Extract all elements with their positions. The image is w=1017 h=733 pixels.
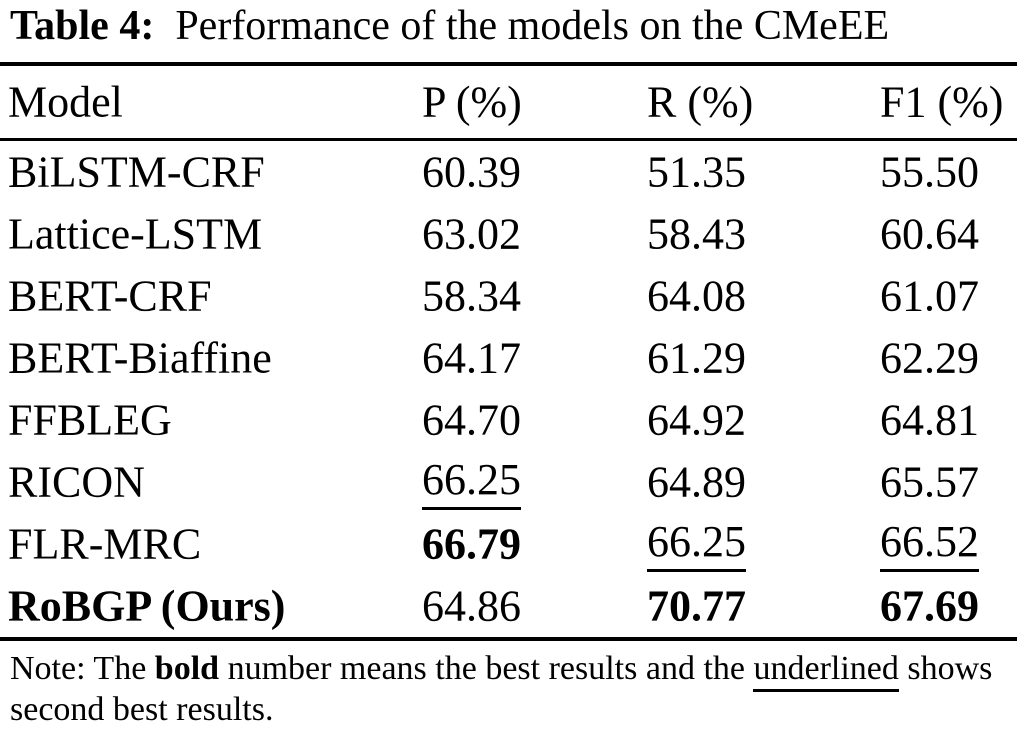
cell-f1: 61.07 <box>880 271 979 321</box>
table-header-row: Model P (%) R (%) F1 (%) <box>0 66 1017 138</box>
table-note: Note: The bold number means the best res… <box>10 648 1008 731</box>
cell-f1: 64.81 <box>880 395 979 445</box>
cell-r: 70.77 <box>647 581 746 631</box>
text: shows <box>898 650 993 687</box>
table-body: BiLSTM-CRF 60.39 51.35 55.50 Lattice-LSTM 63.… <box>0 141 1017 637</box>
cell-r: 66.25 <box>647 516 746 572</box>
table-caption: Table 4: Performance of the models on th… <box>10 2 889 50</box>
table-row: BERT-Biaffine 64.17 61.29 62.29 <box>0 327 1017 389</box>
cell-model: RoBGP (Ours) <box>8 581 286 631</box>
cell-p: 64.17 <box>422 333 521 383</box>
table-header-rule <box>0 138 1017 141</box>
cell-r: 64.92 <box>647 395 746 445</box>
text: Note: The <box>10 650 155 687</box>
cell-r: 58.43 <box>647 209 746 259</box>
cell-p: 63.02 <box>422 209 521 259</box>
text: number means the best results and the <box>219 650 754 687</box>
cell-model: Lattice-LSTM <box>8 209 263 259</box>
cell-model: RICON <box>8 457 145 507</box>
bold-text: bold <box>154 650 220 687</box>
cell-r: 64.89 <box>647 457 746 507</box>
cell-r: 51.35 <box>647 147 746 197</box>
table-row: BiLSTM-CRF 60.39 51.35 55.50 <box>0 141 1017 203</box>
text: second best results. <box>10 691 274 729</box>
cell-p: 66.25 <box>422 454 521 510</box>
cell-f1: 62.29 <box>880 333 979 383</box>
table-row: BERT-CRF 58.34 64.08 61.07 <box>0 265 1017 327</box>
table-row: FFBLEG 64.70 64.92 64.81 <box>0 389 1017 451</box>
text: Performance of the models on the CMeEE <box>154 3 890 49</box>
cell-r: 61.29 <box>647 333 746 383</box>
col-header-p: P (%) <box>422 77 522 127</box>
cell-r: 64.08 <box>647 271 746 321</box>
cell-p: 66.79 <box>422 519 521 569</box>
table-bottom-rule <box>0 637 1017 641</box>
cell-f1: 67.69 <box>880 581 979 631</box>
cell-p: 64.70 <box>422 395 521 445</box>
col-header-f1: F1 (%) <box>880 77 1004 127</box>
cell-f1: 60.64 <box>880 209 979 259</box>
cell-f1: 66.52 <box>880 516 979 572</box>
col-header-model: Model <box>8 77 123 127</box>
underlined-text: underlined <box>753 650 899 692</box>
cell-p: 64.86 <box>422 581 521 631</box>
col-header-r: R (%) <box>647 77 754 127</box>
bold-text: Table 4: <box>10 3 155 49</box>
cell-model: FFBLEG <box>8 395 172 445</box>
table-row: Lattice-LSTM 63.02 58.43 60.64 <box>0 203 1017 265</box>
table-row: FLR-MRC 66.79 66.25 66.52 <box>0 513 1017 575</box>
table-row: RICON 66.25 64.89 65.57 <box>0 451 1017 513</box>
cell-f1: 55.50 <box>880 147 979 197</box>
cell-model: BERT-CRF <box>8 271 212 321</box>
cell-model: BERT-Biaffine <box>8 333 272 383</box>
table-row: RoBGP (Ours) 64.86 70.77 67.69 <box>0 575 1017 637</box>
cell-p: 60.39 <box>422 147 521 197</box>
cell-f1: 65.57 <box>880 457 979 507</box>
cell-p: 58.34 <box>422 271 521 321</box>
cell-model: FLR-MRC <box>8 519 202 569</box>
cell-model: BiLSTM-CRF <box>8 147 265 197</box>
table-top-rule <box>0 62 1017 66</box>
